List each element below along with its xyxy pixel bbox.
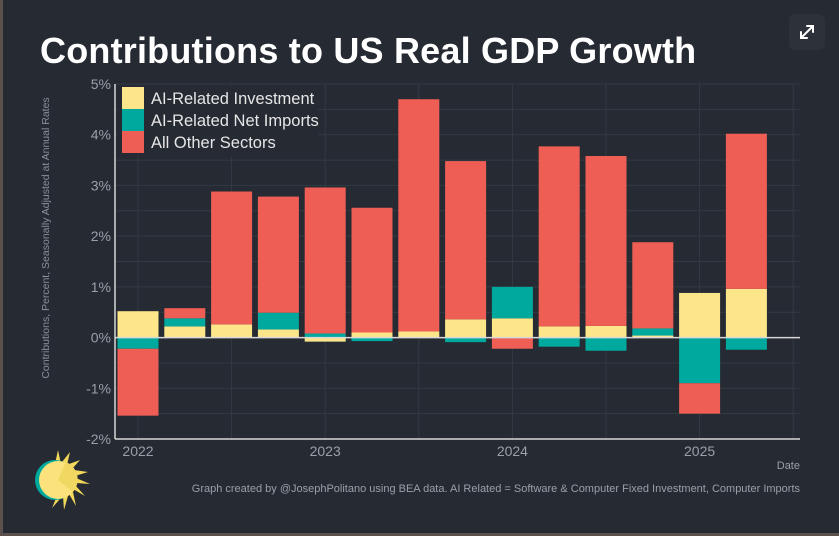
legend-label: AI-Related Investment <box>151 90 315 108</box>
bar-all-other-sectors-2025-q1 <box>679 383 721 414</box>
bar-all-other-sectors-2024-q4 <box>632 242 674 329</box>
bar-ai-related-investment-2023-q2 <box>351 332 393 338</box>
y-tick-label: 3% <box>91 177 111 193</box>
bar-all-other-sectors-2024-q2 <box>538 146 580 327</box>
expand-button[interactable] <box>789 14 825 50</box>
y-tick-label: 5% <box>91 76 111 92</box>
legend-swatch <box>122 109 144 131</box>
bar-all-other-sectors-2023-q3 <box>398 99 440 332</box>
source-credit: Graph created by @JosephPolitano using B… <box>191 483 800 495</box>
bar-ai-related-net-imports-2023-q1 <box>304 333 346 338</box>
bar-ai-related-investment-2025-q2 <box>725 288 767 338</box>
x-tick-label: 2024 <box>497 443 528 459</box>
bar-ai-related-net-imports-2025-q1 <box>679 337 721 384</box>
sun-logo-icon <box>35 450 90 510</box>
bar-ai-related-investment-2024-q1 <box>491 318 533 338</box>
bar-all-other-sectors-2025-q2 <box>725 133 767 289</box>
bar-all-other-sectors-2022-q2 <box>164 308 206 319</box>
bar-ai-related-investment-2024-q2 <box>538 326 580 338</box>
bar-ai-related-net-imports-2024-q3 <box>585 337 627 351</box>
chart-title: Contributions to US Real GDP Growth <box>40 30 697 71</box>
bar-ai-related-investment-2022-q3 <box>211 324 253 338</box>
x-tick-label: 2023 <box>310 443 341 459</box>
bar-ai-related-net-imports-2022-q2 <box>164 318 206 327</box>
bar-ai-related-investment-2023-q1 <box>304 337 346 342</box>
y-tick-labels: -2% -1% 0% 1% 2% 3% 4% 5% <box>86 76 111 447</box>
bars <box>117 99 767 416</box>
bar-ai-related-investment-2022-q4 <box>257 329 299 338</box>
bar-all-other-sectors-2022-q4 <box>257 196 299 313</box>
legend: AI-Related Investment AI-Related Net Impo… <box>118 86 319 156</box>
y-tick-label: 4% <box>91 127 111 143</box>
bar-ai-related-investment-2024-q3 <box>585 325 627 338</box>
bar-all-other-sectors-2023-q1 <box>304 187 346 334</box>
bar-ai-related-net-imports-2024-q2 <box>538 337 580 347</box>
legend-swatch <box>122 131 144 153</box>
expand-icon <box>800 25 814 39</box>
bar-ai-related-investment-2022-q1 <box>117 311 159 338</box>
bar-ai-related-investment-2022-q2 <box>164 326 206 338</box>
bar-all-other-sectors-2023-q2 <box>351 207 393 333</box>
y-tick-label: 2% <box>91 228 111 244</box>
bar-all-other-sectors-2023-q4 <box>445 161 487 320</box>
bar-ai-related-investment-2025-q1 <box>679 292 721 338</box>
bar-all-other-sectors-2022-q3 <box>211 191 253 325</box>
y-tick-label: -1% <box>86 380 111 396</box>
bar-all-other-sectors-2024-q3 <box>585 156 627 326</box>
bar-all-other-sectors-2024-q1 <box>491 337 533 349</box>
legend-label: All Other Sectors <box>151 134 276 152</box>
x-tick-label: 2025 <box>684 443 715 459</box>
x-tick-label: 2022 <box>122 443 153 459</box>
bar-ai-related-net-imports-2022-q4 <box>257 312 299 330</box>
bar-ai-related-net-imports-2022-q1 <box>117 337 159 349</box>
legend-label: AI-Related Net Imports <box>151 112 319 130</box>
bar-ai-related-net-imports-2025-q2 <box>725 337 767 350</box>
y-tick-label: -2% <box>86 431 111 447</box>
bar-ai-related-investment-2023-q4 <box>445 319 487 338</box>
bar-all-other-sectors-2022-q1 <box>117 348 159 416</box>
bar-ai-related-investment-2024-q4 <box>632 335 674 338</box>
x-axis-label: Date <box>777 460 800 472</box>
bar-ai-related-investment-2023-q3 <box>398 331 440 338</box>
bar-ai-related-net-imports-2024-q1 <box>491 286 533 319</box>
legend-background <box>118 86 318 156</box>
bar-ai-related-net-imports-2024-q4 <box>632 328 674 336</box>
x-tick-labels: 2022 2023 2024 2025 <box>122 443 715 459</box>
bar-ai-related-net-imports-2023-q4 <box>445 337 487 343</box>
bar-ai-related-net-imports-2023-q2 <box>351 337 393 342</box>
axes <box>114 84 800 440</box>
legend-swatch <box>122 87 144 109</box>
y-tick-label: 0% <box>91 330 111 346</box>
y-axis-label: Contributions, Percent, Seasonally Adjus… <box>40 97 52 378</box>
y-tick-label: 1% <box>91 279 111 295</box>
